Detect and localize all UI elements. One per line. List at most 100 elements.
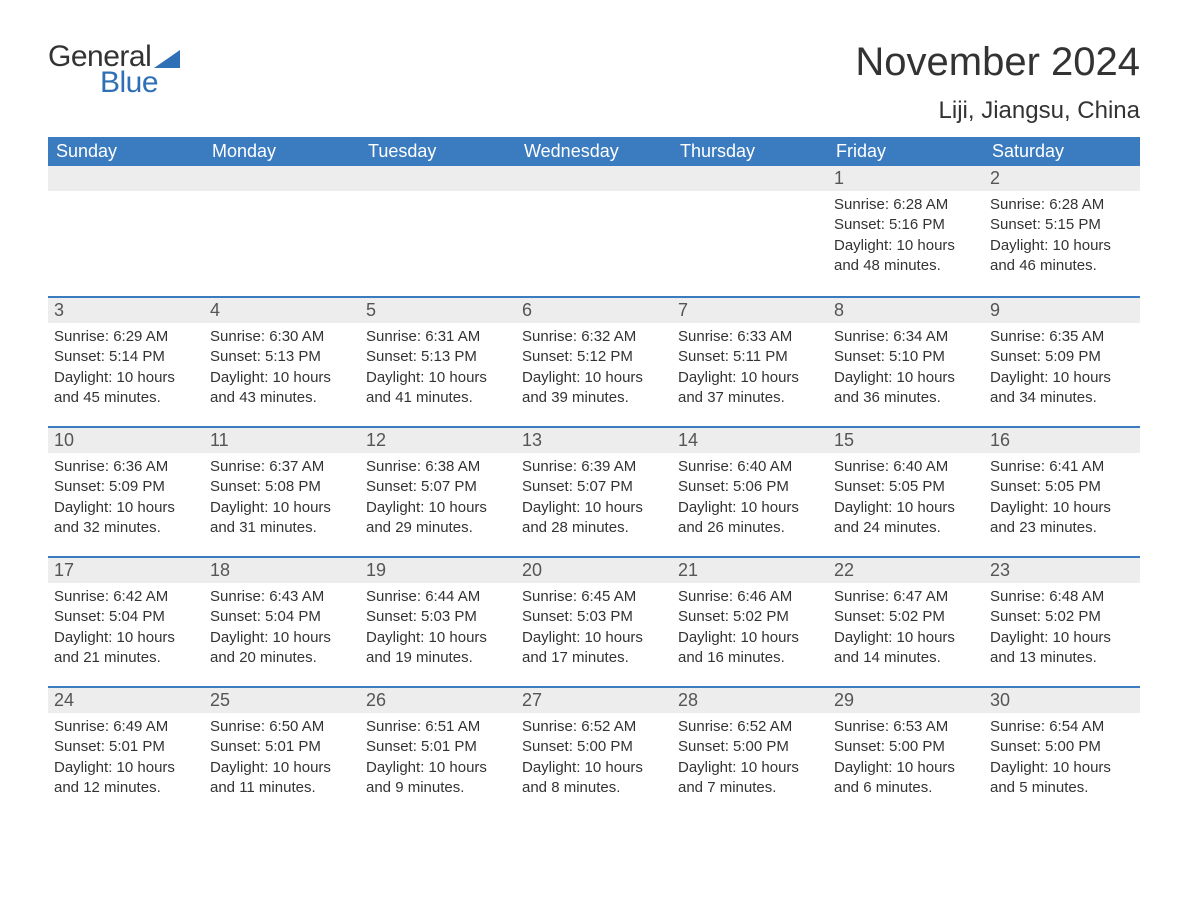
sunrise-text: Sunrise: 6:28 AM bbox=[990, 195, 1134, 215]
title-block: November 2024 Liji, Jiangsu, China bbox=[855, 40, 1140, 125]
sunset-text: Sunset: 5:13 PM bbox=[210, 347, 354, 367]
day-number: 25 bbox=[204, 686, 360, 713]
day-number: 30 bbox=[984, 686, 1140, 713]
day-details: Sunrise: 6:52 AMSunset: 5:00 PMDaylight:… bbox=[516, 713, 672, 806]
day-number: 20 bbox=[516, 556, 672, 583]
daylight-text: Daylight: 10 hours and 37 minutes. bbox=[678, 368, 822, 409]
daylight-text: Daylight: 10 hours and 17 minutes. bbox=[522, 628, 666, 669]
daylight-text: Daylight: 10 hours and 39 minutes. bbox=[522, 368, 666, 409]
sunset-text: Sunset: 5:02 PM bbox=[990, 607, 1134, 627]
sunset-text: Sunset: 5:07 PM bbox=[366, 477, 510, 497]
daylight-text: Daylight: 10 hours and 19 minutes. bbox=[366, 628, 510, 669]
calendar-day-cell: 19Sunrise: 6:44 AMSunset: 5:03 PMDayligh… bbox=[360, 556, 516, 686]
sunrise-text: Sunrise: 6:40 AM bbox=[834, 457, 978, 477]
day-details: Sunrise: 6:50 AMSunset: 5:01 PMDaylight:… bbox=[204, 713, 360, 806]
calendar-empty-cell bbox=[48, 166, 204, 296]
day-number: 29 bbox=[828, 686, 984, 713]
calendar-day-cell: 16Sunrise: 6:41 AMSunset: 5:05 PMDayligh… bbox=[984, 426, 1140, 556]
daylight-text: Daylight: 10 hours and 23 minutes. bbox=[990, 498, 1134, 539]
calendar-empty-cell bbox=[672, 166, 828, 296]
daylight-text: Daylight: 10 hours and 26 minutes. bbox=[678, 498, 822, 539]
logo-triangle-icon bbox=[154, 48, 180, 68]
calendar-day-cell: 25Sunrise: 6:50 AMSunset: 5:01 PMDayligh… bbox=[204, 686, 360, 816]
day-details: Sunrise: 6:31 AMSunset: 5:13 PMDaylight:… bbox=[360, 323, 516, 416]
day-details: Sunrise: 6:29 AMSunset: 5:14 PMDaylight:… bbox=[48, 323, 204, 416]
daylight-text: Daylight: 10 hours and 21 minutes. bbox=[54, 628, 198, 669]
calendar-day-cell: 28Sunrise: 6:52 AMSunset: 5:00 PMDayligh… bbox=[672, 686, 828, 816]
calendar-day-cell: 10Sunrise: 6:36 AMSunset: 5:09 PMDayligh… bbox=[48, 426, 204, 556]
calendar-day-cell: 22Sunrise: 6:47 AMSunset: 5:02 PMDayligh… bbox=[828, 556, 984, 686]
sunset-text: Sunset: 5:12 PM bbox=[522, 347, 666, 367]
day-number: 21 bbox=[672, 556, 828, 583]
sunset-text: Sunset: 5:01 PM bbox=[210, 737, 354, 757]
sunrise-text: Sunrise: 6:29 AM bbox=[54, 327, 198, 347]
day-number: 19 bbox=[360, 556, 516, 583]
daylight-text: Daylight: 10 hours and 32 minutes. bbox=[54, 498, 198, 539]
calendar-day-cell: 5Sunrise: 6:31 AMSunset: 5:13 PMDaylight… bbox=[360, 296, 516, 426]
calendar-day-cell: 4Sunrise: 6:30 AMSunset: 5:13 PMDaylight… bbox=[204, 296, 360, 426]
sunset-text: Sunset: 5:01 PM bbox=[54, 737, 198, 757]
daylight-text: Daylight: 10 hours and 20 minutes. bbox=[210, 628, 354, 669]
sunrise-text: Sunrise: 6:52 AM bbox=[678, 717, 822, 737]
calendar-week-row: 1Sunrise: 6:28 AMSunset: 5:16 PMDaylight… bbox=[48, 166, 1140, 296]
weekday-header: Monday bbox=[204, 137, 360, 166]
logo: General Blue bbox=[48, 40, 180, 100]
calendar-day-cell: 14Sunrise: 6:40 AMSunset: 5:06 PMDayligh… bbox=[672, 426, 828, 556]
daylight-text: Daylight: 10 hours and 36 minutes. bbox=[834, 368, 978, 409]
page-header: General Blue November 2024 Liji, Jiangsu… bbox=[48, 40, 1140, 125]
sunrise-text: Sunrise: 6:46 AM bbox=[678, 587, 822, 607]
day-details: Sunrise: 6:40 AMSunset: 5:06 PMDaylight:… bbox=[672, 453, 828, 546]
daylight-text: Daylight: 10 hours and 6 minutes. bbox=[834, 758, 978, 799]
daylight-text: Daylight: 10 hours and 9 minutes. bbox=[366, 758, 510, 799]
calendar-day-cell: 15Sunrise: 6:40 AMSunset: 5:05 PMDayligh… bbox=[828, 426, 984, 556]
day-number: 6 bbox=[516, 296, 672, 323]
day-details: Sunrise: 6:37 AMSunset: 5:08 PMDaylight:… bbox=[204, 453, 360, 546]
calendar-day-cell: 20Sunrise: 6:45 AMSunset: 5:03 PMDayligh… bbox=[516, 556, 672, 686]
sunrise-text: Sunrise: 6:54 AM bbox=[990, 717, 1134, 737]
sunset-text: Sunset: 5:13 PM bbox=[366, 347, 510, 367]
daylight-text: Daylight: 10 hours and 24 minutes. bbox=[834, 498, 978, 539]
empty-day-header bbox=[48, 166, 204, 191]
sunset-text: Sunset: 5:05 PM bbox=[990, 477, 1134, 497]
calendar-day-cell: 24Sunrise: 6:49 AMSunset: 5:01 PMDayligh… bbox=[48, 686, 204, 816]
day-number: 17 bbox=[48, 556, 204, 583]
calendar-week-row: 10Sunrise: 6:36 AMSunset: 5:09 PMDayligh… bbox=[48, 426, 1140, 556]
sunset-text: Sunset: 5:07 PM bbox=[522, 477, 666, 497]
sunrise-text: Sunrise: 6:50 AM bbox=[210, 717, 354, 737]
daylight-text: Daylight: 10 hours and 41 minutes. bbox=[366, 368, 510, 409]
day-details: Sunrise: 6:30 AMSunset: 5:13 PMDaylight:… bbox=[204, 323, 360, 416]
day-number: 28 bbox=[672, 686, 828, 713]
location-subtitle: Liji, Jiangsu, China bbox=[855, 97, 1140, 125]
day-details: Sunrise: 6:52 AMSunset: 5:00 PMDaylight:… bbox=[672, 713, 828, 806]
sunset-text: Sunset: 5:08 PM bbox=[210, 477, 354, 497]
sunrise-text: Sunrise: 6:47 AM bbox=[834, 587, 978, 607]
calendar-thead: SundayMondayTuesdayWednesdayThursdayFrid… bbox=[48, 137, 1140, 166]
calendar-day-cell: 12Sunrise: 6:38 AMSunset: 5:07 PMDayligh… bbox=[360, 426, 516, 556]
daylight-text: Daylight: 10 hours and 7 minutes. bbox=[678, 758, 822, 799]
sunset-text: Sunset: 5:00 PM bbox=[834, 737, 978, 757]
sunset-text: Sunset: 5:09 PM bbox=[54, 477, 198, 497]
day-number: 4 bbox=[204, 296, 360, 323]
day-number: 15 bbox=[828, 426, 984, 453]
day-details: Sunrise: 6:46 AMSunset: 5:02 PMDaylight:… bbox=[672, 583, 828, 676]
sunrise-text: Sunrise: 6:43 AM bbox=[210, 587, 354, 607]
day-details: Sunrise: 6:38 AMSunset: 5:07 PMDaylight:… bbox=[360, 453, 516, 546]
day-number: 24 bbox=[48, 686, 204, 713]
sunrise-text: Sunrise: 6:41 AM bbox=[990, 457, 1134, 477]
sunrise-text: Sunrise: 6:37 AM bbox=[210, 457, 354, 477]
day-number: 5 bbox=[360, 296, 516, 323]
calendar-day-cell: 13Sunrise: 6:39 AMSunset: 5:07 PMDayligh… bbox=[516, 426, 672, 556]
sunset-text: Sunset: 5:04 PM bbox=[54, 607, 198, 627]
sunrise-text: Sunrise: 6:42 AM bbox=[54, 587, 198, 607]
day-number: 10 bbox=[48, 426, 204, 453]
day-details: Sunrise: 6:41 AMSunset: 5:05 PMDaylight:… bbox=[984, 453, 1140, 546]
day-number: 23 bbox=[984, 556, 1140, 583]
calendar-empty-cell bbox=[204, 166, 360, 296]
empty-day-header bbox=[516, 166, 672, 191]
daylight-text: Daylight: 10 hours and 43 minutes. bbox=[210, 368, 354, 409]
sunset-text: Sunset: 5:09 PM bbox=[990, 347, 1134, 367]
daylight-text: Daylight: 10 hours and 29 minutes. bbox=[366, 498, 510, 539]
sunrise-text: Sunrise: 6:39 AM bbox=[522, 457, 666, 477]
day-details: Sunrise: 6:39 AMSunset: 5:07 PMDaylight:… bbox=[516, 453, 672, 546]
sunset-text: Sunset: 5:16 PM bbox=[834, 215, 978, 235]
